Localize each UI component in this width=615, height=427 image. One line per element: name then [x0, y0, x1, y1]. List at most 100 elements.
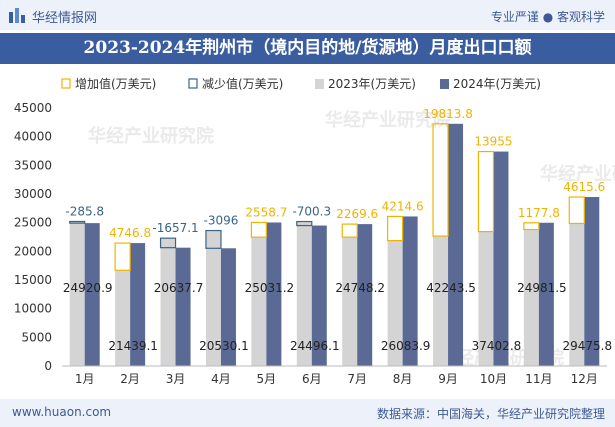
- tagline: 专业严谨 ● 客观科学: [490, 10, 605, 24]
- bar-2023: [523, 229, 539, 366]
- change-label: -3096: [204, 214, 239, 228]
- legend: 增加值(万美元) 减少值(万美元) 2023年(万美元) 2024年(万美元): [61, 76, 541, 91]
- y-tick-label: 15000: [14, 273, 52, 287]
- value-label: 37402.8: [472, 339, 522, 353]
- change-label: -700.3: [292, 205, 331, 219]
- bar-2023: [569, 223, 585, 366]
- y-axis: 0 5000 10000 15000 20000 25000 30000 35000 40000…: [14, 101, 52, 373]
- change-label: 4615.6: [563, 180, 605, 194]
- y-tick-label: 25000: [14, 216, 52, 230]
- increase-box: [250, 221, 267, 238]
- bar-2024: [84, 223, 100, 366]
- change-label: 19813.8: [423, 107, 473, 121]
- value-label: 24920.9: [63, 281, 113, 295]
- x-axis: 1月 2月 3月 4月 5月 6月 7月 8月 9月 10月 11月 12月: [62, 365, 607, 386]
- change-label: 4746.8: [109, 226, 151, 240]
- value-label: 20530.1: [199, 339, 249, 353]
- y-tick-label: 20000: [14, 244, 52, 258]
- brand-name: 华经情报网: [32, 11, 98, 26]
- title-bar: 2023-2024年荆州市（境内目的地/货源地）月度出口口额: [0, 33, 615, 64]
- y-tick-label: 40000: [14, 130, 52, 144]
- bar-2024: [130, 243, 146, 366]
- increase-box: [341, 223, 358, 238]
- change-label: -1657.1: [152, 221, 198, 235]
- value-label: 26083.9: [381, 339, 431, 353]
- increase-box: [387, 215, 404, 242]
- value-label: 29475.8: [562, 339, 612, 353]
- bar-2024: [357, 224, 373, 366]
- data-source: 数据来源：中国海关，华经产业研究院整理: [376, 407, 605, 421]
- x-tick-label: 12月: [571, 372, 598, 386]
- logo-icon: [9, 8, 25, 23]
- increase-box: [568, 196, 585, 225]
- decrease-box: [205, 229, 222, 249]
- bar-2024: [448, 123, 464, 367]
- bar-2023: [387, 240, 403, 366]
- legend-label: 2024年(万美元): [453, 77, 541, 91]
- decrease-box: [69, 220, 86, 224]
- y-tick-label: 10000: [14, 302, 52, 316]
- bar-2023: [296, 221, 312, 366]
- bar-2024: [538, 222, 554, 366]
- bar-2023: [433, 236, 449, 366]
- bar-2024: [311, 225, 327, 366]
- value-label: 24748.2: [335, 281, 385, 295]
- bar-2024: [175, 247, 191, 366]
- y-tick-label: 45000: [14, 101, 52, 115]
- value-label: 21439.1: [108, 339, 158, 353]
- x-tick-label: 1月: [75, 372, 95, 386]
- change-label: 13955: [474, 135, 512, 149]
- chart: 增加值(万美元) 减少值(万美元) 2023年(万美元) 2024年(万美元) 华经产…: [14, 76, 615, 386]
- y-tick-label: 35000: [14, 158, 52, 172]
- change-label: 2269.6: [336, 207, 378, 221]
- x-tick-label: 4月: [211, 372, 231, 386]
- legend-label: 增加值(万美元): [75, 76, 156, 91]
- increase-box: [114, 242, 131, 271]
- legend-swatch: [315, 79, 324, 89]
- value-label: 20637.7: [154, 281, 204, 295]
- x-tick-label: 7月: [347, 372, 367, 386]
- x-tick-label: 2月: [120, 372, 140, 386]
- legend-swatch: [61, 78, 71, 89]
- y-tick-label: 30000: [14, 187, 52, 201]
- watermark-text: 华经产业研究院: [540, 163, 615, 185]
- decrease-box: [296, 220, 313, 227]
- x-tick-label: 8月: [393, 372, 413, 386]
- site-url: www.huaon.com: [12, 405, 112, 419]
- chart-title: 2023-2024年荆州市（境内目的地/货源地）月度出口口额: [83, 38, 532, 58]
- bar-2024: [493, 151, 509, 366]
- legend-label: 减少值(万美元): [202, 76, 283, 91]
- x-tick-label: 3月: [166, 372, 186, 386]
- change-label: -285.8: [65, 204, 104, 218]
- increase-box: [523, 222, 540, 231]
- bar-2023: [478, 231, 494, 366]
- change-label: 2558.7: [245, 205, 287, 219]
- x-tick-label: 10月: [480, 372, 507, 386]
- footer: www.huaon.com 数据来源：中国海关，华经产业研究院整理: [0, 399, 615, 427]
- bar-2024: [584, 197, 600, 366]
- bar-2023: [115, 270, 131, 366]
- top-bar: 华经情报网 专业严谨 ● 客观科学: [0, 0, 615, 30]
- x-tick-label: 11月: [525, 372, 552, 386]
- x-tick-label: 5月: [257, 372, 277, 386]
- bars: [69, 123, 600, 367]
- change-boxes: [69, 123, 585, 271]
- value-label: 24981.5: [517, 281, 567, 295]
- decrease-box: [159, 237, 177, 249]
- value-label: 25031.2: [245, 281, 295, 295]
- bar-2024: [266, 222, 282, 366]
- labels: -285.8 24920.9 4746.8 21439.1 -1657.1 20637.7…: [63, 107, 612, 353]
- y-tick-label: 5000: [21, 330, 52, 344]
- increase-box: [432, 123, 449, 237]
- bar-2024: [220, 248, 236, 366]
- bar-2024: [402, 216, 418, 366]
- y-tick-label: 0: [44, 359, 52, 373]
- watermark-text: 华经产业研究院: [88, 125, 214, 147]
- x-tick-label: 6月: [302, 372, 322, 386]
- change-label: 4214.6: [382, 199, 424, 213]
- watermark-text: 华经产业研究院: [325, 109, 451, 131]
- legend-swatch: [440, 79, 449, 89]
- change-label: 1177.8: [518, 206, 560, 220]
- bar-2023: [69, 221, 85, 366]
- legend-swatch: [188, 78, 198, 89]
